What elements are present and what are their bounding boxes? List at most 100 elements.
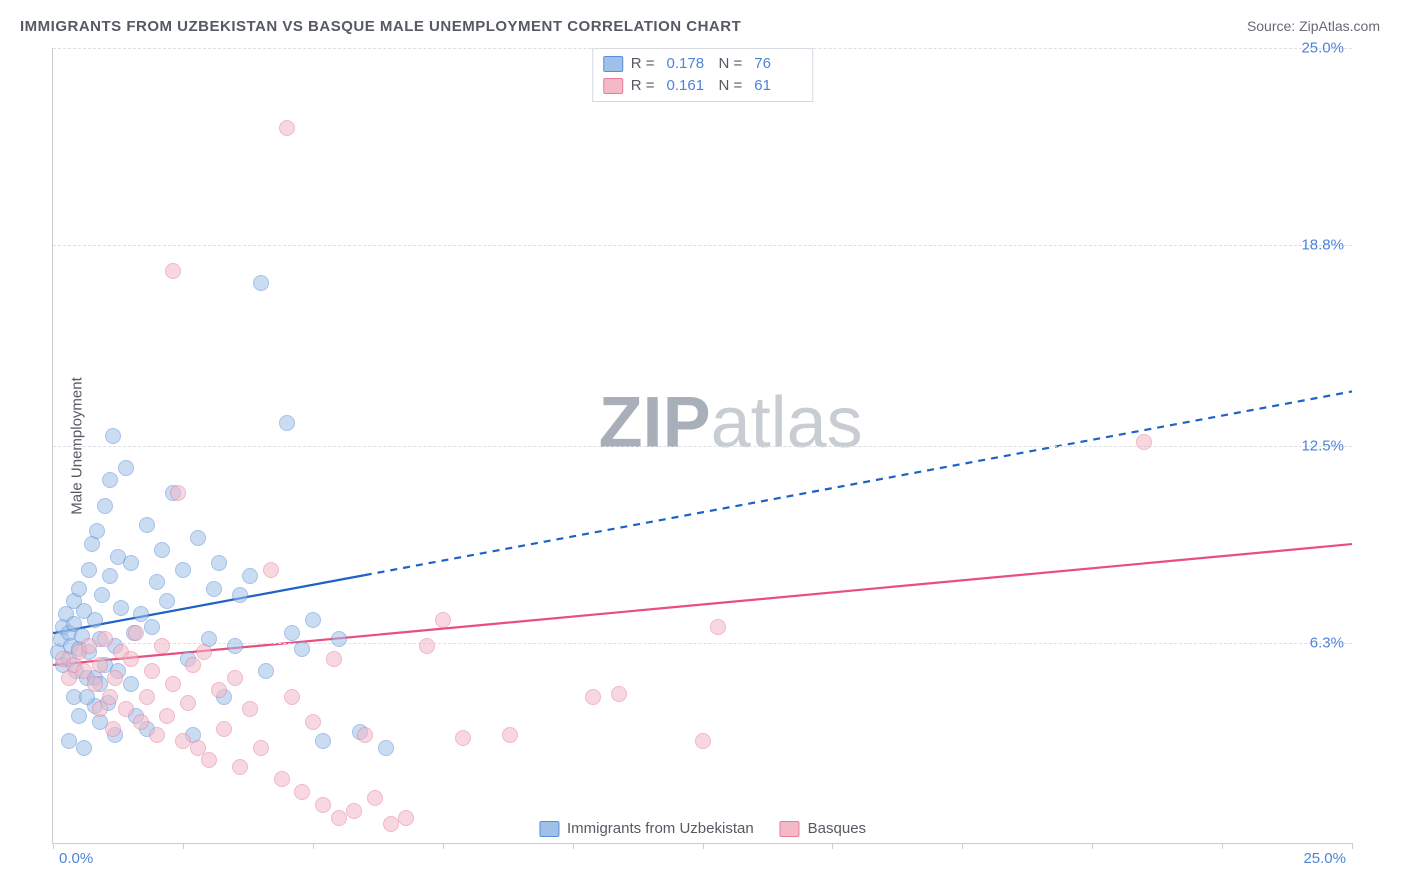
data-point <box>113 600 129 616</box>
chart-title: IMMIGRANTS FROM UZBEKISTAN VS BASQUE MAL… <box>20 18 741 35</box>
data-point <box>149 727 165 743</box>
legend-swatch-2 <box>603 78 623 94</box>
data-point <box>165 263 181 279</box>
data-point <box>133 714 149 730</box>
data-point <box>154 542 170 558</box>
data-point <box>139 689 155 705</box>
data-point <box>61 733 77 749</box>
data-point <box>206 581 222 597</box>
data-point <box>149 574 165 590</box>
legend-n-value-1: 76 <box>754 53 798 75</box>
x-tick-mark <box>703 843 704 849</box>
data-point <box>695 733 711 749</box>
data-point <box>144 619 160 635</box>
data-point <box>185 657 201 673</box>
data-point <box>242 701 258 717</box>
data-point <box>242 568 258 584</box>
data-point <box>159 593 175 609</box>
legend-name-2: Basques <box>808 820 866 837</box>
data-point <box>279 120 295 136</box>
data-point <box>118 701 134 717</box>
legend-r-value-1: 0.178 <box>667 53 711 75</box>
data-point <box>367 790 383 806</box>
data-point <box>253 740 269 756</box>
data-point <box>159 708 175 724</box>
data-point <box>175 733 191 749</box>
x-tick-mark <box>832 843 833 849</box>
data-point <box>81 638 97 654</box>
data-point <box>455 730 471 746</box>
data-point <box>263 562 279 578</box>
legend-r-value-2: 0.161 <box>667 75 711 97</box>
y-tick-label: 12.5% <box>1301 437 1344 454</box>
legend-item-2: Basques <box>780 820 866 837</box>
data-point <box>102 568 118 584</box>
data-point <box>274 771 290 787</box>
data-point <box>165 676 181 692</box>
legend-item-1: Immigrants from Uzbekistan <box>539 820 754 837</box>
data-point <box>123 651 139 667</box>
data-point <box>144 663 160 679</box>
data-point <box>216 721 232 737</box>
legend-n-label-1: N = <box>719 53 743 75</box>
x-axis-max-label: 25.0% <box>1303 850 1346 867</box>
legend-swatch-bottom-1 <box>539 821 559 837</box>
legend-r-label-1: R = <box>631 53 655 75</box>
data-point <box>89 523 105 539</box>
data-point <box>611 686 627 702</box>
x-tick-mark <box>573 843 574 849</box>
data-point <box>227 670 243 686</box>
gridline <box>53 245 1352 246</box>
data-point <box>211 682 227 698</box>
data-point <box>305 714 321 730</box>
data-point <box>87 676 103 692</box>
data-point <box>398 810 414 826</box>
gridline <box>53 48 1352 49</box>
x-tick-mark <box>1222 843 1223 849</box>
data-point <box>227 638 243 654</box>
data-point <box>294 784 310 800</box>
data-point <box>105 721 121 737</box>
x-tick-mark <box>1092 843 1093 849</box>
gridline <box>53 446 1352 447</box>
data-point <box>180 695 196 711</box>
data-point <box>331 631 347 647</box>
data-point <box>128 625 144 641</box>
data-point <box>76 740 92 756</box>
source-name: ZipAtlas.com <box>1299 18 1380 34</box>
data-point <box>105 428 121 444</box>
data-point <box>378 740 394 756</box>
data-point <box>279 415 295 431</box>
data-point <box>502 727 518 743</box>
legend-swatch-1 <box>603 56 623 72</box>
watermark-atlas: atlas <box>711 383 863 463</box>
series-legend: Immigrants from Uzbekistan Basques <box>539 820 866 837</box>
y-tick-label: 25.0% <box>1301 40 1344 57</box>
x-tick-mark <box>313 843 314 849</box>
data-point <box>154 638 170 654</box>
data-point <box>585 689 601 705</box>
source-label: Source: <box>1247 18 1295 34</box>
data-point <box>315 797 331 813</box>
data-point <box>175 562 191 578</box>
y-tick-label: 6.3% <box>1310 634 1344 651</box>
data-point <box>331 810 347 826</box>
data-point <box>123 676 139 692</box>
data-point <box>435 612 451 628</box>
data-point <box>118 460 134 476</box>
data-point <box>170 485 186 501</box>
gridline <box>53 643 1352 644</box>
correlation-legend: R = 0.178 N = 76 R = 0.161 N = 61 <box>592 48 814 102</box>
data-point <box>201 752 217 768</box>
data-point <box>97 631 113 647</box>
data-point <box>326 651 342 667</box>
data-point <box>357 727 373 743</box>
data-point <box>258 663 274 679</box>
data-point <box>92 701 108 717</box>
data-point <box>81 562 97 578</box>
data-point <box>383 816 399 832</box>
y-tick-label: 18.8% <box>1301 237 1344 254</box>
legend-row-series-2: R = 0.161 N = 61 <box>603 75 799 97</box>
data-point <box>87 612 103 628</box>
source-attribution: Source: ZipAtlas.com <box>1247 18 1380 34</box>
